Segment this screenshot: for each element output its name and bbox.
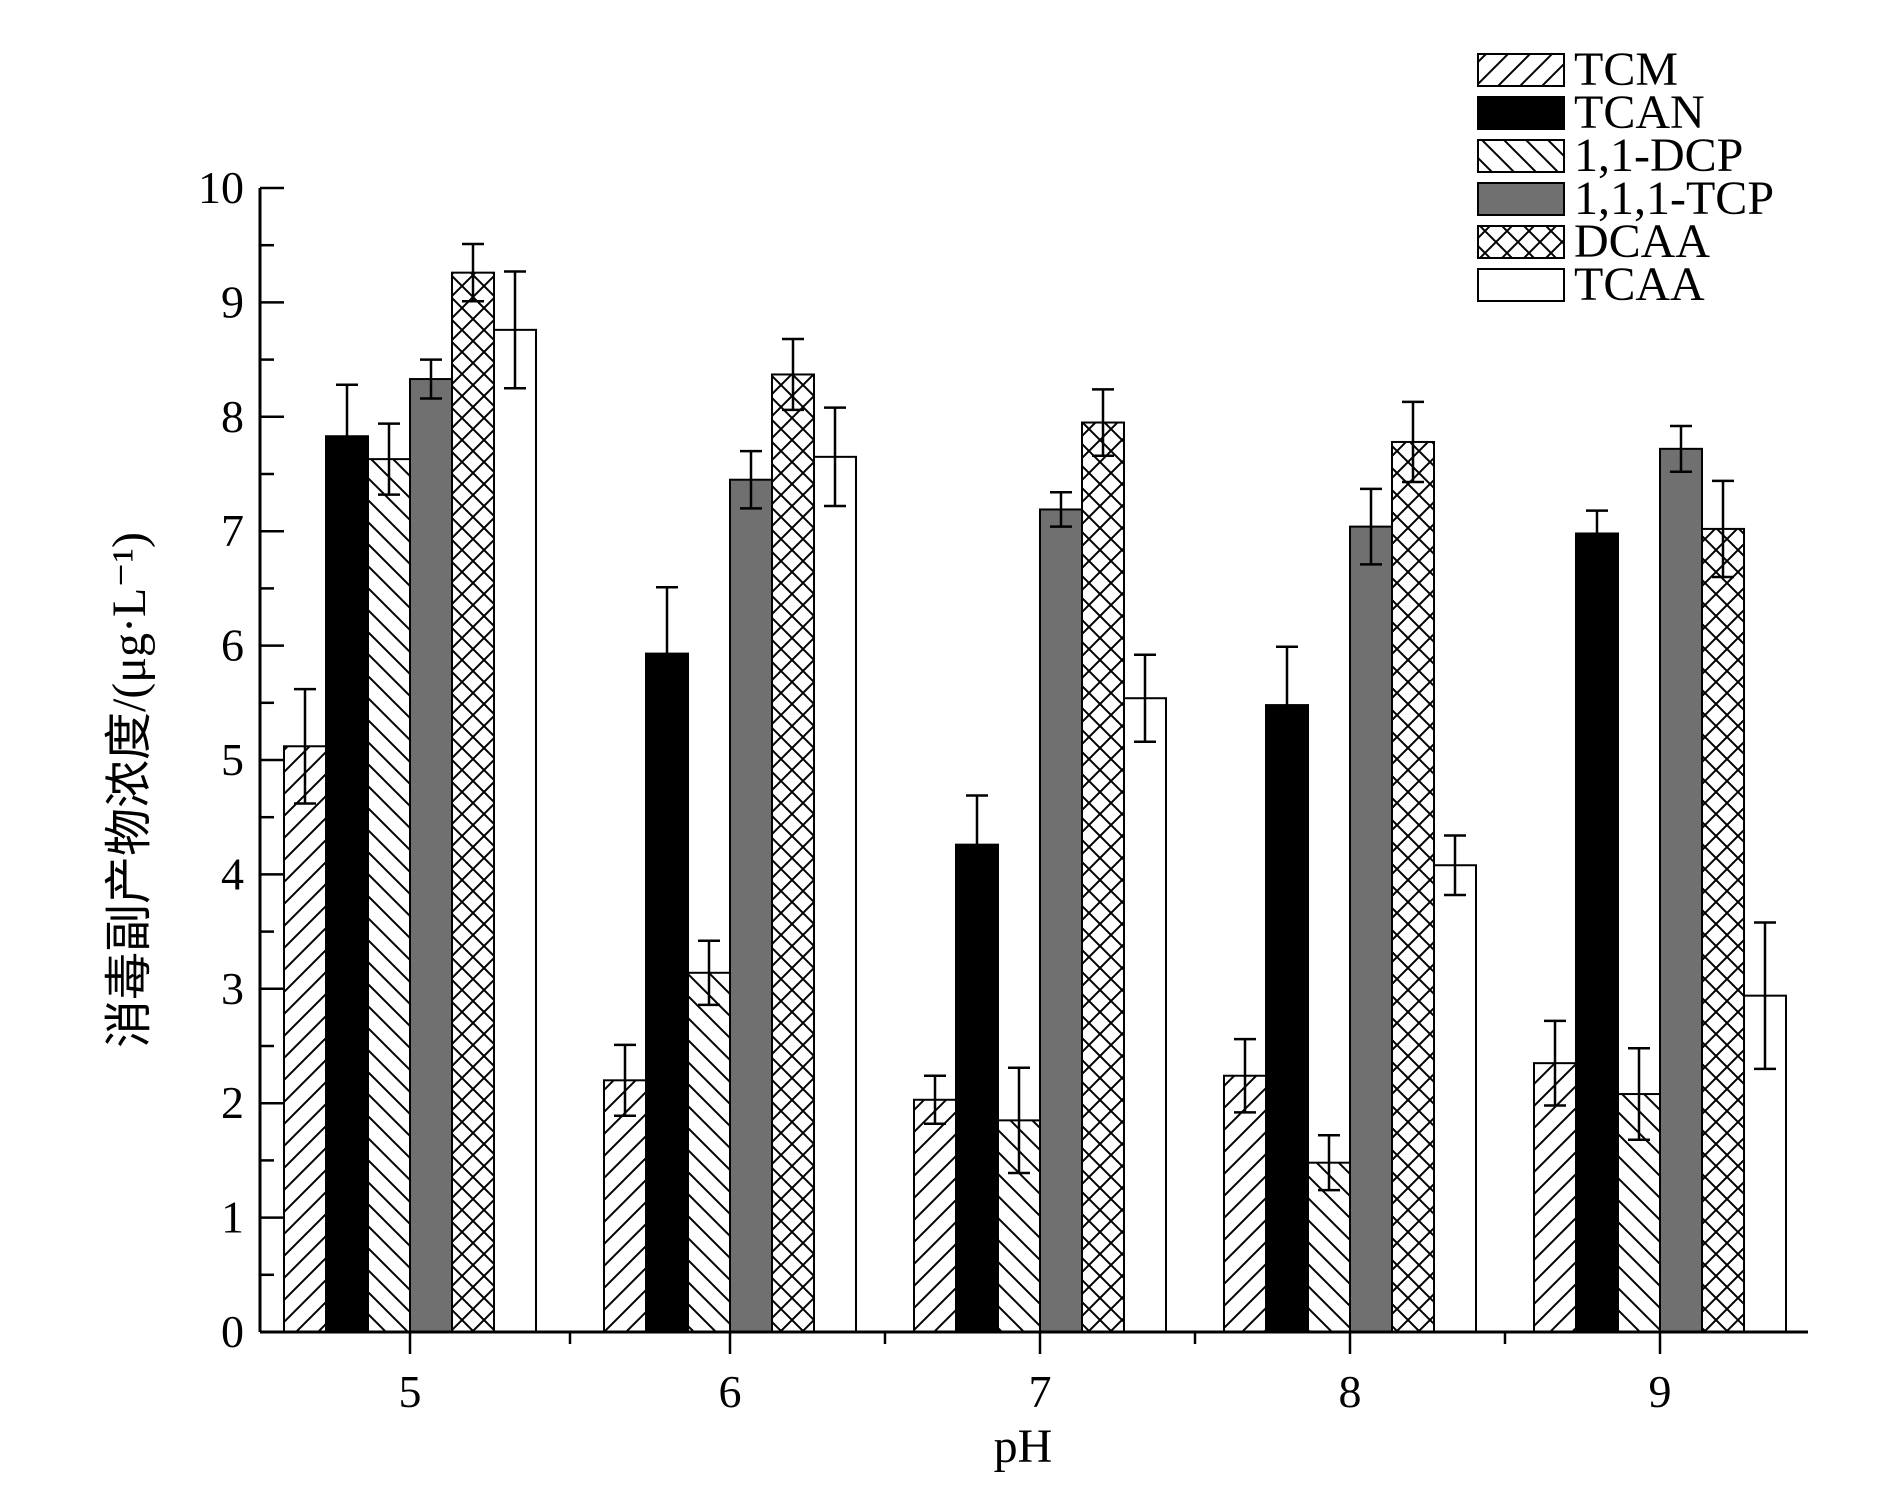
x-tick-label: 8 — [1339, 1366, 1362, 1417]
legend-swatch — [1477, 225, 1565, 259]
y-tick-label: 3 — [221, 963, 244, 1014]
error-bar-1,1-DCP-pH6 — [698, 939, 720, 1007]
error-bar-TCM-pH5 — [294, 687, 316, 805]
bar-1,1,1-TCP-pH6 — [729, 478, 773, 1334]
error-bar-TCM-pH9 — [1544, 1019, 1566, 1107]
axes — [258, 186, 1808, 1354]
legend-label: TCAN — [1574, 86, 1705, 139]
bar-TCAN-pH6 — [645, 652, 689, 1333]
error-bar-1,1-DCP-pH9 — [1628, 1047, 1650, 1142]
y-tick-label: 7 — [221, 505, 244, 556]
error-bar-TCAA-pH5 — [504, 270, 526, 390]
error-bar-TCAA-pH6 — [824, 406, 846, 508]
bar-1,1-DCP-pH5 — [367, 458, 411, 1333]
bar-TCM-pH8 — [1223, 1074, 1267, 1334]
y-tick-label: 8 — [221, 391, 244, 442]
error-bar-1,1,1-TCP-pH5 — [420, 358, 442, 400]
error-bar-TCAN-pH5 — [336, 383, 358, 489]
bars-layer — [283, 271, 1787, 1334]
bar-TCM-pH5 — [283, 745, 327, 1333]
error-bar-TCM-pH6 — [614, 1043, 636, 1118]
error-bar-1,1,1-TCP-pH9 — [1670, 424, 1692, 473]
bar-TCAA-pH5 — [493, 328, 537, 1333]
y-tick-label: 10 — [198, 162, 244, 213]
error-bar-TCAN-pH9 — [1586, 509, 1608, 558]
tick-labels: 0 1 2 3 4 5 6 7 8 9 10 5 6 7 8 9 — [198, 162, 1672, 1417]
y-tick-label: 2 — [221, 1077, 244, 1128]
bar-TCAN-pH9 — [1575, 532, 1619, 1333]
bar-DCAA-pH8 — [1391, 440, 1435, 1333]
bar-DCAA-pH6 — [771, 373, 815, 1333]
bar-TCAN-pH7 — [955, 843, 999, 1333]
bar-TCAN-pH5 — [325, 435, 369, 1333]
error-bar-DCAA-pH8 — [1402, 400, 1424, 484]
error-bar-TCM-pH7 — [924, 1074, 946, 1126]
error-bar-DCAA-pH7 — [1092, 388, 1114, 457]
y-tick-label: 6 — [221, 620, 244, 671]
bar-DCAA-pH7 — [1081, 421, 1125, 1333]
y-tick-label: 1 — [221, 1192, 244, 1243]
legend-swatch — [1477, 53, 1565, 87]
bar-TCM-pH6 — [603, 1079, 647, 1333]
legend-label: DCAA — [1574, 215, 1710, 268]
legend-label: TCM — [1574, 43, 1678, 96]
error-bar-TCM-pH8 — [1234, 1037, 1256, 1114]
bar-TCAA-pH7 — [1123, 697, 1167, 1333]
y-tick-label: 5 — [221, 734, 244, 785]
legend-label: 1,1,1-TCP — [1574, 172, 1774, 225]
legend-label: 1,1-DCP — [1574, 129, 1743, 182]
legend-swatch — [1477, 96, 1565, 130]
legend-item-1,1-DCP: 1,1-DCP — [1477, 129, 1743, 182]
y-axis-title: 消毒副产物浓度/(μg·L⁻¹) — [103, 532, 156, 1048]
y-tick-label: 4 — [221, 848, 244, 899]
y-tick-label: 0 — [221, 1306, 244, 1357]
bar-DCAA-pH5 — [451, 271, 495, 1333]
bar-TCM-pH7 — [913, 1098, 957, 1333]
legend-item-DCAA: DCAA — [1477, 215, 1710, 268]
error-bar-DCAA-pH5 — [462, 242, 484, 303]
legend-item-TCM: TCM — [1477, 43, 1678, 96]
error-bar-TCAN-pH8 — [1276, 645, 1298, 765]
error-bar-TCAA-pH7 — [1134, 653, 1156, 743]
error-bar-1,1-DCP-pH8 — [1318, 1133, 1340, 1192]
bar-TCAA-pH6 — [813, 455, 857, 1333]
bar-TCAA-pH8 — [1433, 864, 1477, 1333]
legend-swatch — [1477, 139, 1565, 173]
bar-1,1,1-TCP-pH8 — [1349, 525, 1393, 1333]
error-bar-1,1-DCP-pH7 — [1008, 1066, 1030, 1175]
bar-DCAA-pH9 — [1701, 527, 1745, 1333]
legend-item-1,1,1-TCP: 1,1,1-TCP — [1477, 172, 1774, 225]
error-bar-1,1,1-TCP-pH6 — [740, 449, 762, 510]
bar-1,1-DCP-pH6 — [687, 971, 731, 1333]
error-bar-DCAA-pH6 — [782, 337, 804, 412]
error-bar-1,1,1-TCP-pH8 — [1360, 487, 1382, 566]
error-bar-DCAA-pH9 — [1712, 479, 1734, 579]
error-bar-TCAA-pH8 — [1444, 834, 1466, 897]
bar-1,1,1-TCP-pH5 — [409, 378, 453, 1334]
error-bar-TCAA-pH9 — [1754, 921, 1776, 1071]
error-bar-1,1-DCP-pH5 — [378, 422, 400, 496]
legend-item-TCAA: TCAA — [1477, 258, 1705, 311]
legend-swatch — [1477, 182, 1565, 216]
error-bar-1,1,1-TCP-pH7 — [1050, 491, 1072, 528]
x-axis-title: pH — [994, 1420, 1053, 1473]
legend-item-TCAN: TCAN — [1477, 86, 1705, 139]
bar-1,1,1-TCP-pH9 — [1659, 447, 1703, 1334]
bar-TCAN-pH8 — [1265, 704, 1309, 1333]
error-bar-TCAN-pH7 — [966, 794, 988, 896]
x-tick-label: 9 — [1649, 1366, 1672, 1417]
bar-1,1,1-TCP-pH7 — [1039, 508, 1083, 1333]
x-tick-label: 6 — [719, 1366, 742, 1417]
error-bar-TCAN-pH6 — [656, 586, 678, 722]
y-tick-label: 9 — [221, 276, 244, 327]
legend-swatch — [1477, 268, 1565, 302]
legend-label: TCAA — [1574, 258, 1705, 311]
x-tick-label: 7 — [1029, 1366, 1052, 1417]
error-bars-layer — [294, 242, 1776, 1192]
x-tick-label: 5 — [399, 1366, 422, 1417]
